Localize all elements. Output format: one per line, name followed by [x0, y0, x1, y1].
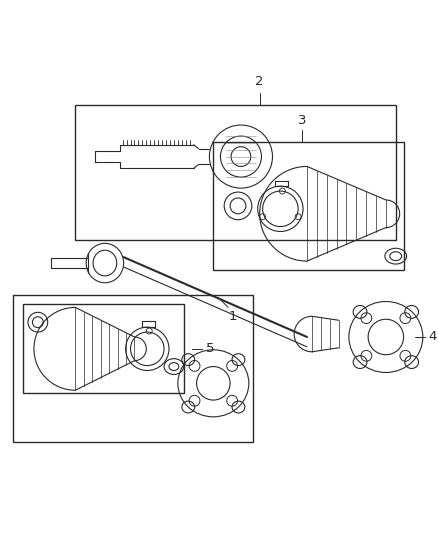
Bar [23, 304, 184, 393]
Text: 2: 2 [255, 75, 264, 87]
Bar [13, 295, 253, 442]
Text: 1: 1 [229, 310, 237, 324]
Bar [75, 106, 396, 240]
Text: 5: 5 [205, 342, 214, 356]
Bar [213, 142, 403, 270]
Text: 4: 4 [428, 330, 437, 343]
Text: 3: 3 [298, 114, 306, 127]
